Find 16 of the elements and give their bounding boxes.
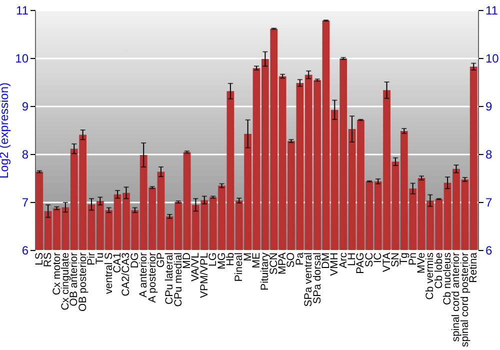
y-tick-label: 7 [22, 196, 29, 210]
y-tick-label: 6 [22, 244, 29, 258]
y2-tick-label: 6 [486, 244, 492, 258]
y2-tick-label: 8 [486, 148, 492, 162]
y2-tick-label: 9 [486, 100, 492, 114]
y2-tick-label: 7 [486, 196, 492, 210]
y-tick-label: 11 [16, 4, 29, 18]
x-tick-label: RS [42, 252, 54, 268]
y2-tick-label: 10 [486, 52, 500, 66]
x-tick-label: A posterior [146, 252, 158, 303]
y2-tick-label: 11 [486, 4, 498, 18]
y-tick-label: 10 [15, 52, 29, 66]
y-tick-label: 8 [22, 148, 29, 162]
y-tick-label: 9 [22, 100, 29, 114]
x-tick-label: OB posterior [76, 252, 89, 312]
x-tick-label: DG [128, 252, 141, 268]
